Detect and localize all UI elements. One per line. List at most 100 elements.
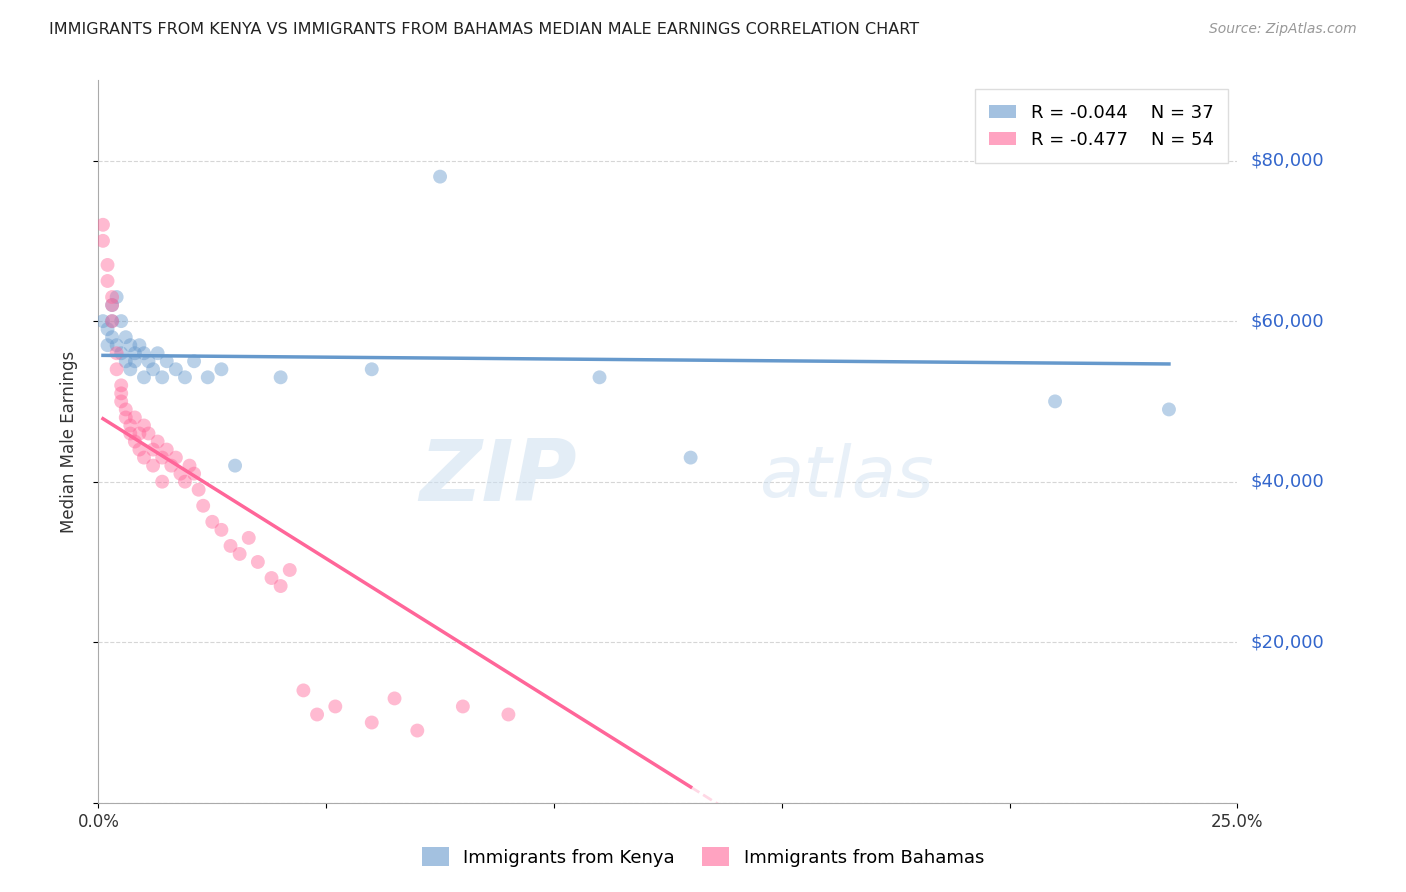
Point [201, 515, 224, 529]
Point [183, 354, 205, 368]
Point [105, 338, 128, 352]
Point [174, 475, 197, 489]
Point [679, 450, 702, 465]
Point [588, 370, 610, 384]
Point [138, 354, 160, 368]
Point [110, 386, 132, 401]
Point [224, 458, 246, 473]
Point [138, 426, 160, 441]
Point [124, 434, 146, 449]
Point [142, 362, 165, 376]
Point [132, 346, 155, 360]
Point [498, 707, 520, 722]
Point [91, 234, 114, 248]
Text: ZIP: ZIP [419, 436, 576, 519]
Legend: Immigrants from Kenya, Immigrants from Bahamas: Immigrants from Kenya, Immigrants from B… [415, 840, 991, 874]
Point [1157, 402, 1180, 417]
Point [197, 370, 219, 384]
Point [120, 362, 142, 376]
Point [96, 274, 118, 288]
Point [238, 531, 260, 545]
Point [146, 434, 169, 449]
Point [360, 715, 382, 730]
Point [183, 467, 205, 481]
Point [150, 475, 173, 489]
Point [128, 442, 150, 457]
Point [384, 691, 406, 706]
Point [101, 314, 124, 328]
Point [156, 354, 179, 368]
Point [142, 442, 165, 457]
Point [156, 442, 179, 457]
Point [101, 298, 124, 312]
Point [124, 410, 146, 425]
Text: $40,000: $40,000 [1251, 473, 1324, 491]
Point [120, 418, 142, 433]
Point [146, 346, 169, 360]
Text: $80,000: $80,000 [1251, 152, 1324, 169]
Point [219, 539, 242, 553]
Point [105, 290, 128, 304]
Point [1043, 394, 1066, 409]
Point [142, 458, 165, 473]
Point [270, 370, 292, 384]
Point [128, 426, 150, 441]
Point [150, 370, 173, 384]
Point [451, 699, 474, 714]
Point [179, 458, 201, 473]
Text: $60,000: $60,000 [1251, 312, 1324, 330]
Point [160, 458, 183, 473]
Point [193, 499, 215, 513]
Point [128, 338, 150, 352]
Text: $20,000: $20,000 [1251, 633, 1324, 651]
Point [209, 362, 232, 376]
Point [96, 338, 118, 352]
Point [209, 523, 232, 537]
Point [360, 362, 382, 376]
Point [132, 370, 155, 384]
Point [270, 579, 292, 593]
Point [292, 683, 315, 698]
Point [101, 314, 124, 328]
Point [124, 354, 146, 368]
Point [96, 322, 118, 336]
Point [114, 402, 136, 417]
Point [114, 410, 136, 425]
Point [323, 699, 346, 714]
Point [110, 346, 132, 360]
Text: IMMIGRANTS FROM KENYA VS IMMIGRANTS FROM BAHAMAS MEDIAN MALE EARNINGS CORRELATIO: IMMIGRANTS FROM KENYA VS IMMIGRANTS FROM… [49, 22, 920, 37]
Legend: R = -0.044    N = 37, R = -0.477    N = 54: R = -0.044 N = 37, R = -0.477 N = 54 [974, 89, 1229, 163]
Text: atlas: atlas [759, 443, 934, 512]
Point [124, 346, 146, 360]
Point [110, 394, 132, 409]
Point [110, 314, 132, 328]
Point [174, 370, 197, 384]
Point [165, 362, 187, 376]
Point [101, 290, 124, 304]
Point [101, 298, 124, 312]
Point [105, 362, 128, 376]
Point [429, 169, 451, 184]
Point [132, 450, 155, 465]
Point [114, 354, 136, 368]
Y-axis label: Median Male Earnings: Median Male Earnings [59, 351, 77, 533]
Point [228, 547, 250, 561]
Point [260, 571, 283, 585]
Text: Source: ZipAtlas.com: Source: ZipAtlas.com [1209, 22, 1357, 37]
Point [101, 330, 124, 344]
Point [406, 723, 429, 738]
Point [150, 450, 173, 465]
Point [91, 218, 114, 232]
Point [132, 418, 155, 433]
Point [105, 346, 128, 360]
Point [307, 707, 329, 722]
Point [96, 258, 118, 272]
Point [120, 338, 142, 352]
Point [246, 555, 269, 569]
Point [165, 450, 187, 465]
Point [110, 378, 132, 392]
Point [187, 483, 209, 497]
Point [114, 330, 136, 344]
Point [278, 563, 301, 577]
Point [120, 426, 142, 441]
